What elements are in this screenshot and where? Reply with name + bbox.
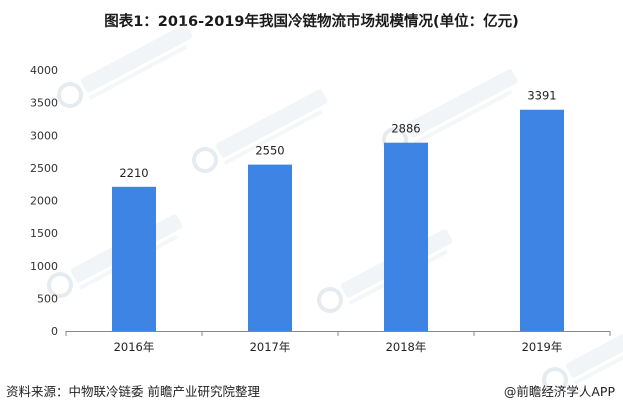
watermark-logo [542,309,623,393]
x-tick-label: 2018年 [386,340,427,354]
y-tick-label: 3500 [30,97,58,110]
y-tick-label: 1500 [30,227,58,240]
x-axis-ticks: 2016年 2017年 2018年 2019年 [65,331,611,354]
y-tick-label: 4000 [30,64,58,77]
bar-value-label: 2550 [255,144,284,158]
x-tick-label: 2017年 [250,340,291,354]
y-tick-label: 3000 [30,129,58,142]
y-tick-label: 0 [51,325,58,338]
y-tick-label: 1000 [30,260,58,273]
bar-value-label: 3391 [527,89,556,103]
bars: 2210 2550 2886 3391 [112,89,564,332]
bar [520,109,564,332]
bar-value-label: 2210 [119,166,148,180]
watermark-logo [192,89,328,173]
y-axis-ticks: 0 500 1000 1500 2000 2500 3000 3500 4000 [30,64,58,338]
y-tick-label: 2000 [30,195,58,208]
chart-title: 图表1：2016-2019年我国冷链物流市场规模情况(单位：亿元) [104,14,519,30]
watermark-logo [57,24,193,108]
bar [248,164,292,331]
bar [384,142,428,331]
y-tick-label: 500 [37,292,58,305]
x-tick-label: 2019年 [522,340,563,354]
source-note: 资料来源：中物联冷链委 前瞻产业研究院整理 [6,384,260,399]
x-tick-label: 2016年 [114,340,155,354]
y-tick-label: 2500 [30,162,58,175]
bar-value-label: 2886 [391,122,420,136]
app-credit: @前瞻经济学人APP [503,384,615,399]
bar [112,186,156,331]
